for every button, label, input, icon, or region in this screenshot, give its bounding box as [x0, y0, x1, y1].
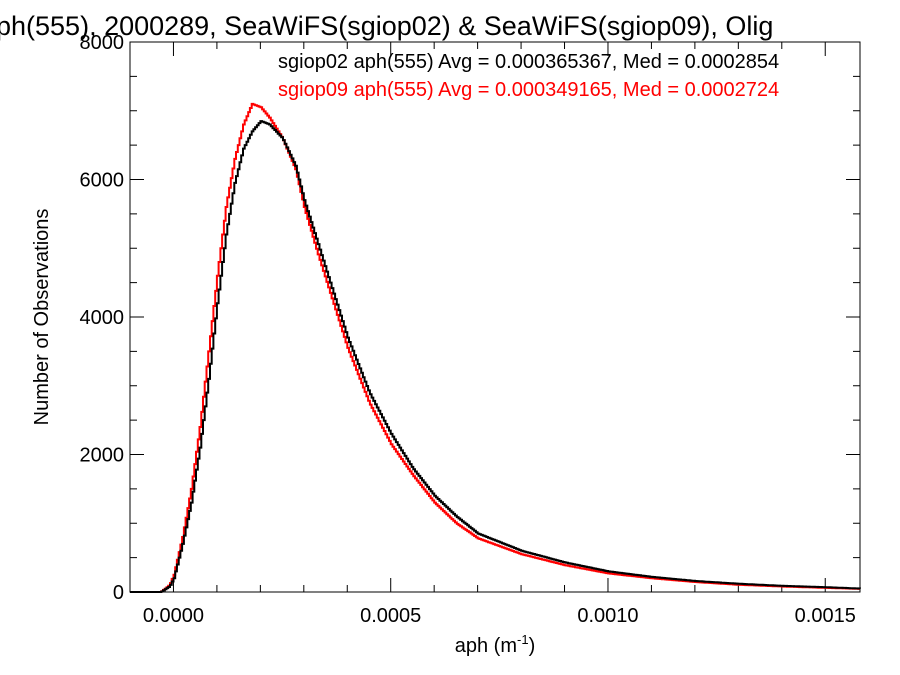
annotation-sgiop02: sgiop02 aph(555) Avg = 0.000365367, Med …	[278, 51, 779, 73]
x-axis: 0.0000 0.0005 0.0010 0.0015	[129, 42, 856, 627]
y-tick-label: 2000	[80, 445, 125, 467]
y-axis-label: Number of Observations	[31, 209, 53, 426]
series-group	[130, 102, 861, 593]
y-tick-label: 0	[113, 582, 124, 604]
x-axis-label-end: )	[529, 635, 536, 657]
plot-frame	[129, 41, 861, 593]
series-line-0	[130, 120, 861, 593]
x-axis-label-base: aph (m	[455, 635, 517, 657]
y-tick-label: 6000	[80, 170, 125, 192]
y-tick-label: 8000	[80, 32, 125, 54]
x-axis-label: aph (m-1)	[455, 632, 535, 657]
x-axis-label-superscript: -1	[517, 632, 529, 647]
annotation-sgiop09: sgiop09 aph(555) Avg = 0.000349165, Med …	[278, 79, 779, 101]
y-axis: 0 2000 4000 6000 8000	[80, 32, 860, 604]
x-tick-label: 0.0010	[577, 605, 638, 627]
x-tick-label: 0.0000	[143, 605, 204, 627]
x-tick-label: 0.0015	[795, 605, 856, 627]
y-tick-label: 4000	[80, 307, 125, 329]
chart-title: ph(555), 2000289, SeaWiFS(sgiop02) & Sea…	[0, 11, 773, 41]
x-tick-label: 0.0005	[360, 605, 421, 627]
series-line-1	[130, 102, 860, 593]
